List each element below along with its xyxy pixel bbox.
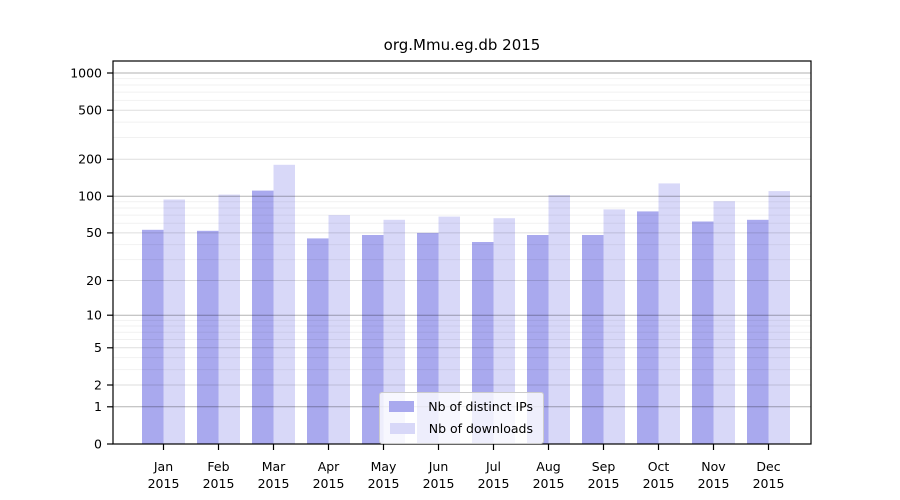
- bar-downloads-aug: [548, 195, 570, 444]
- x-tick-label-month-may: May: [371, 459, 397, 474]
- bar-downloads-may: [383, 219, 405, 444]
- x-tick-label-year-aug: 2015: [533, 476, 565, 491]
- plot-border: [112, 60, 812, 445]
- distinct-ips-swatch: [389, 401, 415, 412]
- y-tick-label-100: 100: [78, 189, 102, 204]
- x-tick-label-month-feb: Feb: [207, 459, 229, 474]
- legend-item-downloads: Nb of downloads: [386, 420, 533, 437]
- y-tick-label-50: 50: [86, 225, 102, 240]
- downloads-swatch: [389, 423, 415, 434]
- x-tick-label-year-mar: 2015: [258, 476, 290, 491]
- bar-distinct-ips-dec: [747, 219, 769, 444]
- legend-label-downloads: Nb of downloads: [428, 421, 533, 436]
- bar-downloads-feb: [218, 194, 240, 444]
- x-tick-label-year-apr: 2015: [313, 476, 345, 491]
- legend-label-distinct-ips: Nb of distinct IPs: [428, 399, 533, 414]
- bar-distinct-ips-oct: [637, 211, 659, 444]
- bar-downloads-sep: [603, 209, 625, 444]
- x-tick-label-month-sep: Sep: [592, 459, 616, 474]
- legend: Nb of distinct IPs Nb of downloads: [379, 392, 544, 444]
- y-tick-label-500: 500: [78, 103, 102, 118]
- bar-downloads-jun: [438, 216, 460, 444]
- bar-distinct-ips-may: [362, 235, 384, 444]
- x-tick-label-month-aug: Aug: [536, 459, 560, 474]
- x-tick-label-year-nov: 2015: [698, 476, 730, 491]
- x-tick-label-year-dec: 2015: [753, 476, 785, 491]
- bar-distinct-ips-jan: [142, 229, 164, 444]
- x-tick-label-month-apr: Apr: [318, 459, 340, 474]
- y-tick-label-0: 0: [94, 436, 102, 451]
- bar-downloads-nov: [713, 201, 735, 444]
- x-tick-label-month-jan: Jan: [153, 459, 173, 474]
- bar-downloads-apr: [328, 215, 350, 444]
- bar-distinct-ips-aug: [527, 235, 549, 444]
- x-tick-label-year-jan: 2015: [148, 476, 180, 491]
- bar-downloads-jul: [493, 218, 515, 444]
- x-tick-label-month-nov: Nov: [701, 459, 726, 474]
- y-tick-label-2: 2: [94, 377, 102, 392]
- x-tick-label-month-oct: Oct: [648, 459, 670, 474]
- bar-downloads-dec: [768, 191, 790, 444]
- x-tick-label-month-dec: Dec: [756, 459, 780, 474]
- x-tick-label-year-sep: 2015: [588, 476, 620, 491]
- y-tick-label-5: 5: [94, 340, 102, 355]
- bar-distinct-ips-feb: [197, 230, 219, 444]
- chart-title: org.Mmu.eg.db 2015: [383, 36, 541, 54]
- y-tick-label-200: 200: [78, 152, 102, 167]
- x-tick-label-year-may: 2015: [368, 476, 400, 491]
- legend-item-distinct-ips: Nb of distinct IPs: [386, 398, 533, 415]
- y-tick-label-1: 1: [94, 399, 102, 414]
- y-tick-label-20: 20: [86, 273, 102, 288]
- y-tick-label-1000: 1000: [70, 65, 102, 80]
- bar-distinct-ips-jun: [417, 232, 439, 444]
- bar-distinct-ips-sep: [582, 235, 604, 444]
- x-tick-label-year-feb: 2015: [203, 476, 235, 491]
- y-tick-label-10: 10: [86, 308, 102, 323]
- bar-downloads-mar: [273, 164, 295, 445]
- x-tick-label-year-oct: 2015: [643, 476, 675, 491]
- bar-distinct-ips-nov: [692, 221, 714, 444]
- bar-distinct-ips-mar: [252, 190, 274, 444]
- bar-downloads-oct: [658, 183, 680, 444]
- x-tick-label-year-jul: 2015: [478, 476, 510, 491]
- bar-distinct-ips-apr: [307, 238, 329, 444]
- bar-downloads-jan: [163, 199, 185, 444]
- x-tick-label-year-jun: 2015: [423, 476, 455, 491]
- x-tick-label-month-mar: Mar: [262, 459, 286, 474]
- x-tick-label-month-jul: Jul: [485, 459, 501, 474]
- x-tick-label-month-jun: Jun: [428, 459, 449, 474]
